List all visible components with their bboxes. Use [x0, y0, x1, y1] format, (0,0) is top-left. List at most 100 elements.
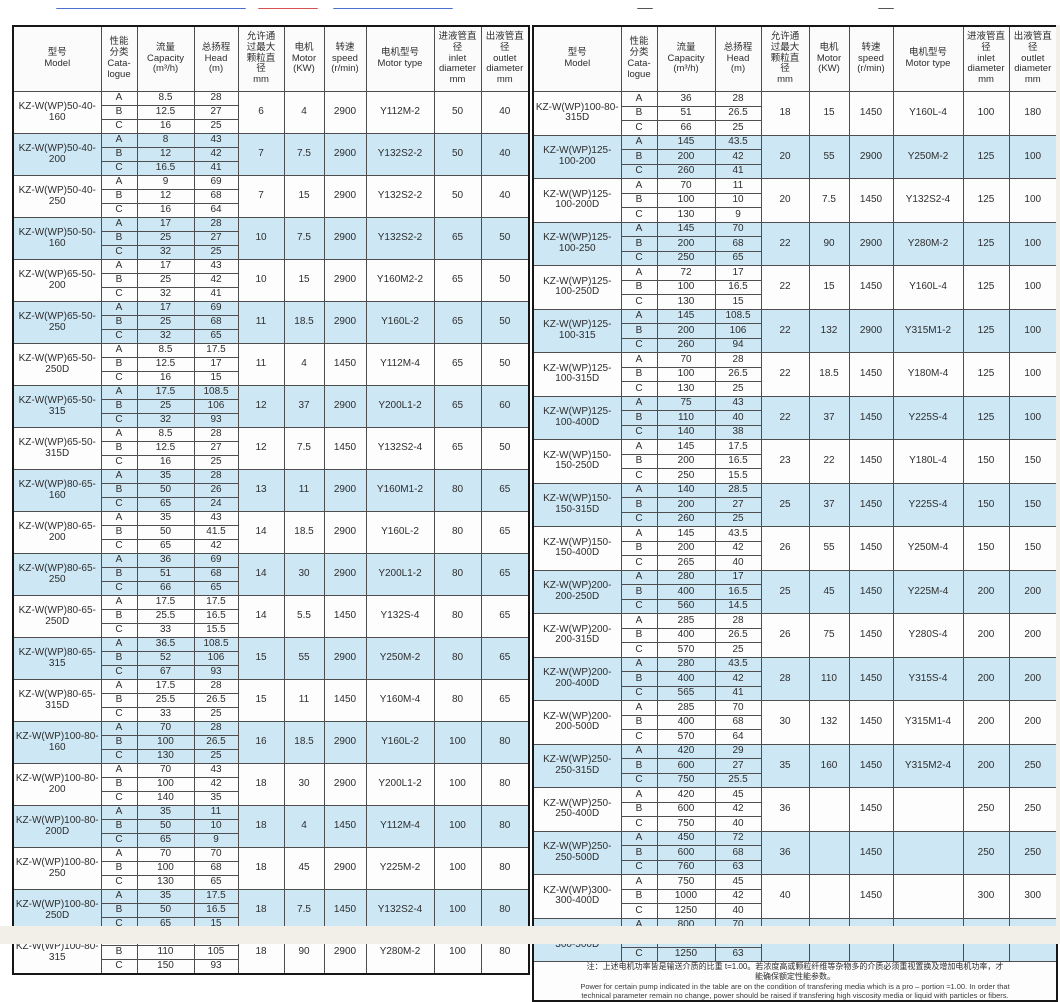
- inlet-diameter-cell: 100: [433, 847, 482, 890]
- capacity-cell: 600: [656, 801, 716, 817]
- catalogue-cell: A: [620, 482, 658, 498]
- head-cell: 65: [714, 250, 762, 266]
- capacity-cell: 33: [136, 707, 195, 722]
- speed-cell: 2900: [323, 511, 367, 554]
- model-cell: KZ-W(WP)65-50-250: [12, 301, 102, 344]
- note-line: technical parameter remain no change, po…: [581, 991, 1009, 1000]
- table-row: KZ-W(WP)100-80-200 A 70 43 18 30 2900 Y200L1-2 1…: [12, 763, 530, 806]
- capacity-cell: 285: [656, 613, 716, 629]
- inlet-diameter-cell: 100: [433, 889, 482, 932]
- model-cell: KZ-W(WP)80-65-250D: [12, 595, 102, 638]
- catalogue-cell: B: [620, 671, 658, 687]
- column-header-line: (r/min): [331, 63, 359, 75]
- catalogue-cell: A: [620, 352, 658, 368]
- speed-cell: 2900: [848, 221, 894, 266]
- capacity-cell: 250: [656, 250, 716, 266]
- title-fragment: [56, 8, 246, 9]
- capacity-cell: 8.5: [136, 427, 195, 442]
- column-header-line: 过最大: [770, 41, 800, 53]
- capacity-cell: 565: [656, 685, 716, 701]
- motor-type-cell: Y132S2-4: [892, 178, 964, 223]
- table-row: B 200 16.5: [533, 453, 1057, 469]
- outlet-diameter-cell: 150: [1008, 439, 1058, 484]
- inlet-diameter-cell: 200: [962, 743, 1010, 788]
- motor-power-cell: 4: [283, 91, 325, 134]
- column-header: 进液管直径 inlet diameter mm: [962, 25, 1010, 92]
- capacity-cell: 760: [656, 859, 716, 875]
- head-cell: 25: [193, 245, 239, 260]
- column-header-line: (m³/h): [152, 63, 179, 75]
- column-header-line: Motor type: [377, 58, 423, 69]
- head-cell: 105: [193, 945, 239, 960]
- column-header-line: 径: [452, 41, 463, 53]
- catalogue-cell: A: [100, 763, 138, 778]
- model-cell: KZ-W(WP)100-80-250: [12, 847, 102, 890]
- column-header: 电机型号 Motor type: [892, 25, 964, 92]
- catalogue-cell: C: [100, 329, 138, 344]
- speed-cell: 1450: [848, 439, 894, 484]
- catalogue-cell: B: [100, 777, 138, 792]
- column-header: 总扬程 Head (m): [714, 25, 762, 92]
- capacity-cell: 36: [136, 553, 195, 568]
- outlet-diameter-cell: 180: [1008, 91, 1058, 136]
- motor-type-cell: Y160M2-2: [365, 259, 435, 302]
- catalogue-cell: A: [100, 133, 138, 148]
- capacity-cell: 17: [136, 301, 195, 316]
- motor-power-cell: [808, 787, 850, 832]
- head-cell: 24: [193, 497, 239, 512]
- capacity-cell: 145: [656, 439, 716, 455]
- outlet-diameter-cell: 100: [1008, 134, 1058, 179]
- page-bottom-band: [0, 926, 1060, 944]
- inlet-diameter-cell: 150: [962, 526, 1010, 571]
- inlet-diameter-cell: 50: [433, 133, 482, 176]
- table-row: B 600 42: [533, 801, 1057, 817]
- catalogue-cell: C: [100, 581, 138, 596]
- motor-power-cell: 110: [808, 656, 850, 701]
- catalogue-cell: B: [100, 945, 138, 960]
- table-row: C 260 94: [533, 337, 1057, 353]
- particle-diameter-cell: 22: [760, 308, 810, 353]
- head-cell: 63: [714, 946, 762, 962]
- motor-type-cell: Y225M-2: [365, 847, 435, 890]
- outlet-diameter-cell: 100: [1008, 221, 1058, 266]
- motor-power-cell: 18.5: [283, 511, 325, 554]
- table-row: B 600 68: [533, 845, 1057, 861]
- table-row: KZ-W(WP)100-80-315D A 36 28 18 15 1450 Y160L-4 1…: [532, 91, 1058, 136]
- speed-cell: 2900: [323, 469, 367, 512]
- head-cell: 41.5: [193, 525, 239, 540]
- column-header-line: diameter: [1014, 63, 1052, 75]
- capacity-cell: 1250: [656, 946, 716, 962]
- title-fragment: [877, 8, 894, 9]
- catalogue-cell: B: [100, 567, 138, 582]
- capacity-cell: 12: [136, 147, 195, 162]
- table-row: KZ-W(WP)100-80-250D A 35 17.5 18 7.5 1450 Y132S…: [12, 889, 530, 932]
- table-row: C 130 25: [533, 381, 1057, 397]
- particle-diameter-cell: 11: [237, 343, 285, 386]
- column-header-line: (KW): [293, 63, 315, 75]
- capacity-cell: 25: [136, 315, 195, 330]
- outlet-diameter-cell: 65: [480, 637, 530, 680]
- head-cell: 43: [193, 763, 239, 778]
- motor-type-cell: Y112M-4: [365, 805, 435, 848]
- catalogue-cell: A: [100, 847, 138, 862]
- speed-cell: 2900: [323, 301, 367, 344]
- inlet-diameter-cell: 200: [962, 700, 1010, 745]
- head-cell: 28: [714, 352, 762, 368]
- capacity-cell: 100: [656, 192, 716, 208]
- catalogue-cell: B: [620, 758, 658, 774]
- table-row: B 12 42: [13, 147, 529, 162]
- particle-diameter-cell: 14: [237, 511, 285, 554]
- speed-cell: 2900: [323, 259, 367, 302]
- catalogue-cell: A: [100, 175, 138, 190]
- column-header-line: 径: [981, 41, 991, 53]
- head-cell: 108.5: [714, 308, 762, 324]
- table-row: KZ-W(WP)200-200-315D A 285 28 26 75 1450 Y280S-…: [532, 613, 1058, 658]
- capacity-cell: 12.5: [136, 441, 195, 456]
- capacity-cell: 50: [136, 903, 195, 918]
- speed-cell: 1450: [848, 265, 894, 310]
- inlet-diameter-cell: 80: [433, 679, 482, 722]
- inlet-diameter-cell: 125: [962, 221, 1010, 266]
- motor-power-cell: 90: [808, 221, 850, 266]
- motor-type-cell: Y132S2-2: [365, 217, 435, 260]
- table-row: C 66 25: [533, 120, 1057, 136]
